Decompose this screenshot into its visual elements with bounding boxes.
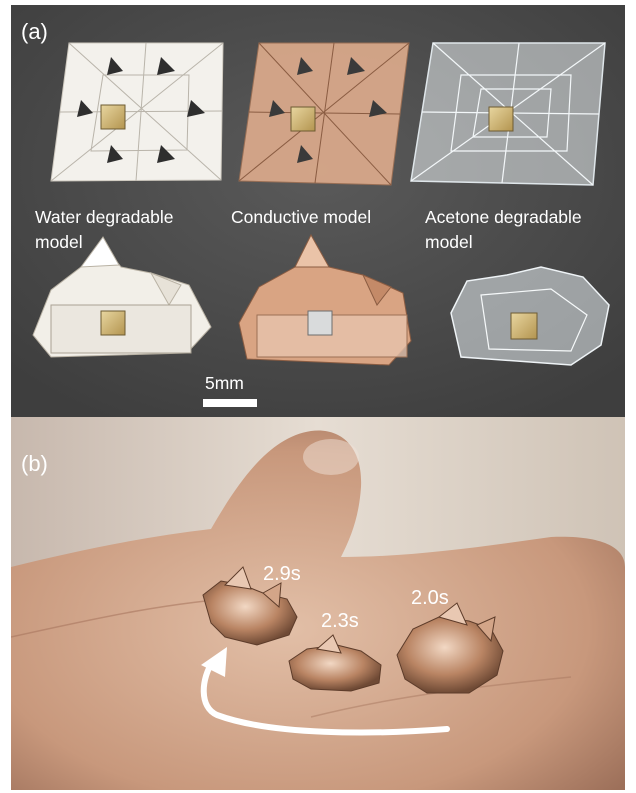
panel-b-photo: (b) 2.9s 2.3s 2.0s — [11, 417, 625, 790]
time-label-20s: 2.0s — [411, 587, 449, 609]
folded-model-water — [32, 236, 212, 358]
time-label-23s: 2.3s — [321, 610, 359, 632]
scale-bar — [203, 399, 257, 407]
folded-model-conductive — [238, 233, 412, 366]
caption-line: model — [425, 232, 473, 252]
caption-conductive: Conductive model — [231, 205, 371, 230]
panel-a-label: (a) — [21, 19, 48, 44]
scale-bar-label: 5mm — [205, 373, 244, 393]
caption-line: Conductive model — [231, 207, 372, 227]
motion-arrow — [200, 647, 450, 736]
panel-b-illustration — [11, 417, 625, 790]
flat-sheet-water — [50, 42, 224, 182]
folded-model-20s — [396, 602, 504, 694]
folded-model-23s — [288, 634, 382, 692]
panel-a-photo: (a) Water degradable model Conductive mo… — [11, 5, 625, 417]
panel-a-illustration — [11, 5, 625, 417]
flat-sheet-conductive — [238, 42, 410, 186]
caption-line: model — [35, 232, 83, 252]
flat-sheet-acetone — [410, 42, 606, 186]
folded-model-29s — [202, 566, 298, 646]
caption-acetone-degradable: Acetone degradable model — [425, 205, 582, 255]
folded-model-acetone — [450, 266, 610, 366]
time-label-29s: 2.9s — [263, 563, 301, 585]
caption-line: Water degradable — [35, 207, 174, 227]
panel-b-label: (b) — [21, 451, 48, 476]
caption-line: Acetone degradable — [425, 207, 582, 227]
caption-water-degradable: Water degradable model — [35, 205, 173, 255]
